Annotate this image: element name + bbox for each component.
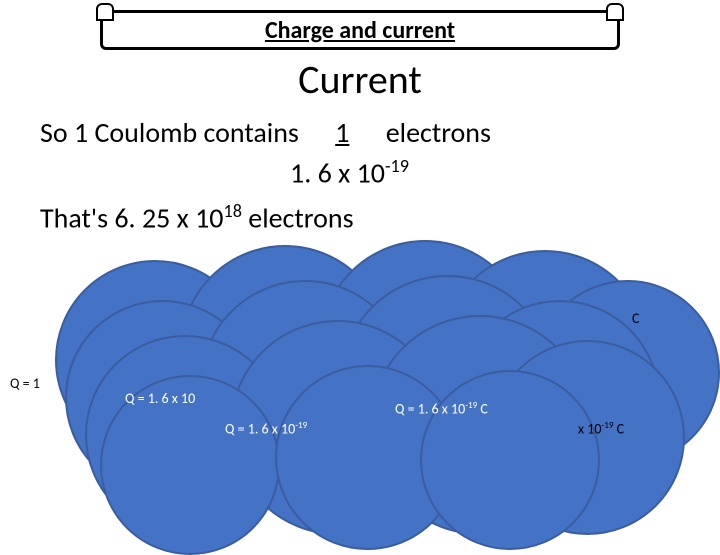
line2-exp: -19 [385,155,409,177]
title-box: Charge and current [100,10,620,50]
electron-circle [420,370,600,550]
charge-label: Q = 1. 6 x 10 [125,390,195,407]
line-1: So 1 Coulomb contains 1 electrons [40,115,491,150]
line1-prefix: So 1 Coulomb contains [40,115,305,150]
q-label-c: C [632,310,639,327]
line-2: 1. 6 x 10-19 [290,155,409,190]
line3-suffix: electrons [242,200,354,235]
q-label-left: Q = 1 [10,375,40,392]
line1-suffix: electrons [379,115,491,150]
line-3: That's 6. 25 x 1018 electrons [40,200,354,235]
line2-prefix: 1. 6 x 10 [290,155,385,190]
line3-exp: 18 [224,200,242,222]
subtitle: Current [0,55,720,104]
title-text: Charge and current [265,16,455,45]
charge-label: Q = 1. 6 x 10-19 C [395,400,488,418]
charge-label: Q = 1. 6 x 10-19 [225,420,307,438]
q-label-right: x 10-19 C [578,420,624,438]
line3-prefix: That's 6. 25 x 10 [40,200,224,235]
line1-numerator: 1 [305,115,379,150]
